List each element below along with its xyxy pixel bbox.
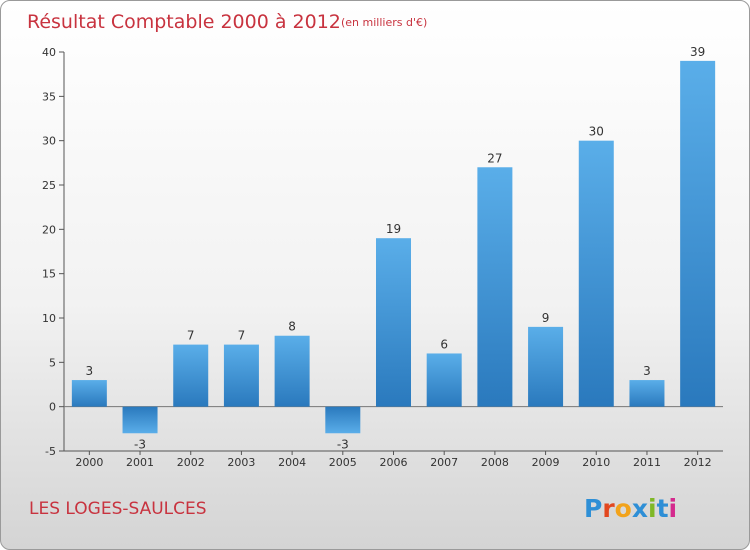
proxiti-logo: Proxiti (584, 494, 677, 523)
logo-letter: i (669, 494, 678, 523)
data-label-2004: 8 (288, 320, 296, 334)
bar-2004 (274, 335, 310, 407)
x-tick-label: 2011 (633, 456, 661, 469)
y-tick-label: 30 (42, 135, 56, 148)
logo-letter: r (602, 494, 615, 523)
x-tick-label: 2002 (177, 456, 205, 469)
data-label-2008: 27 (487, 151, 502, 165)
logo-letter: t (657, 494, 669, 523)
data-label-2009: 9 (542, 311, 550, 325)
data-label-2007: 6 (440, 337, 448, 351)
logo-letter: x (632, 494, 648, 523)
bar-2006 (376, 238, 411, 407)
bar-2008 (477, 167, 513, 407)
data-label-2000: 3 (86, 364, 94, 378)
chart-subtitle: (en milliers d'€) (341, 16, 427, 29)
chart-title: Résultat Comptable 2000 à 2012 (27, 11, 341, 33)
x-tick-label: 2008 (481, 456, 509, 469)
bar-2007 (426, 353, 462, 407)
y-tick-label: 15 (42, 268, 56, 281)
bars (71, 60, 716, 434)
data-labels: 3 -3 7 7 8 -3 19 6 27 9 30 3 39 (86, 45, 706, 451)
bar-2000 (71, 380, 107, 407)
y-tick-label: 10 (42, 312, 56, 325)
bar-2010 (578, 140, 614, 407)
bar-2003 (223, 344, 259, 407)
data-label-2010: 30 (589, 125, 604, 139)
x-tick-label: 2012 (684, 456, 712, 469)
y-tick-label: 35 (42, 90, 56, 103)
x-tick-label: 2004 (278, 456, 306, 469)
commune-name: LES LOGES-SAULCES (29, 499, 207, 519)
y-tick-label: 5 (49, 356, 56, 369)
y-tick-label: 20 (42, 223, 56, 236)
y-tick-label: 0 (49, 401, 56, 414)
bar-2005 (325, 406, 361, 434)
bar-2002 (173, 344, 209, 407)
data-label-2003: 7 (238, 329, 246, 343)
logo-letter: o (615, 494, 632, 523)
y-tick-label: -5 (45, 445, 56, 458)
x-tick-label: 2006 (380, 456, 408, 469)
data-label-2012: 39 (690, 45, 705, 59)
x-tick-label: 2001 (126, 456, 154, 469)
bar-2009 (528, 326, 564, 407)
bar-2012 (680, 60, 716, 407)
logo-letter: i (648, 494, 657, 523)
data-label-2011: 3 (643, 364, 651, 378)
data-label-2002: 7 (187, 329, 195, 343)
x-tick-label: 2005 (329, 456, 357, 469)
bar-2001 (122, 406, 158, 434)
x-axis: 2000 2001 2002 2003 2004 2005 2006 2007 2008 2009… (64, 406, 723, 469)
x-tick-label: 2003 (227, 456, 255, 469)
x-tick-label: 2000 (75, 456, 103, 469)
x-tick-label: 2009 (532, 456, 560, 469)
data-label-2005: -3 (337, 437, 349, 451)
logo-letter: P (584, 494, 602, 523)
x-tick-label: 2007 (430, 456, 458, 469)
bar-2011 (629, 380, 665, 407)
y-axis: -5 0 5 10 15 20 25 30 35 40 (42, 46, 65, 458)
data-label-2001: -3 (134, 437, 146, 451)
x-tick-label: 2010 (582, 456, 610, 469)
y-tick-label: 40 (42, 46, 56, 59)
data-label-2006: 19 (386, 222, 401, 236)
y-tick-label: 25 (42, 179, 56, 192)
